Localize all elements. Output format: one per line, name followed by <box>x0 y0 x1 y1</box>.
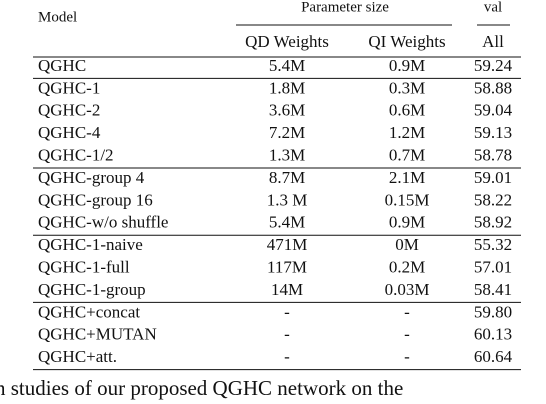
val-cell: 58.78 <box>474 146 512 165</box>
qi-cell: 0.03M <box>385 280 430 299</box>
caption: n studies of our proposed QGHC network o… <box>0 376 403 400</box>
header-qd: QD Weights <box>245 32 329 51</box>
val-cell: 59.80 <box>474 302 512 321</box>
model-cell: QGHC-1-group <box>38 280 146 299</box>
qi-cell: 0.6M <box>389 101 425 120</box>
qi-cell: 2.1M <box>389 168 425 187</box>
val-cell: 58.88 <box>474 78 512 97</box>
qd-cell: 8.7M <box>269 168 305 187</box>
qd-cell: 117M <box>267 258 307 277</box>
val-cell: 58.92 <box>474 213 512 232</box>
qi-cell: 1.2M <box>389 123 425 142</box>
model-cell: QGHC-w/o shuffle <box>38 213 168 232</box>
model-cell: QGHC-1-naive <box>38 235 143 254</box>
header-qi: QI Weights <box>368 32 445 51</box>
val-cell: 59.24 <box>474 56 513 75</box>
model-cell: QGHC-1-full <box>38 258 130 277</box>
header-param: Parameter size <box>301 0 389 15</box>
qd-cell: - <box>284 302 290 321</box>
qd-cell: 14M <box>271 280 303 299</box>
qi-cell: - <box>404 347 410 366</box>
qd-cell: 7.2M <box>269 123 305 142</box>
qd-cell: 1.3 M <box>267 190 308 209</box>
model-cell: QGHC-group 16 <box>38 190 153 209</box>
qd-cell: 1.3M <box>269 146 305 165</box>
model-cell: QGHC+concat <box>38 302 140 321</box>
model-cell: QGHC-2 <box>38 101 100 120</box>
qi-cell: 0.3M <box>389 78 425 97</box>
model-cell: QGHC-4 <box>38 123 101 142</box>
val-cell: 59.04 <box>474 101 513 120</box>
qi-cell: - <box>404 302 410 321</box>
qi-cell: 0M <box>395 235 419 254</box>
qi-cell: 0.15M <box>385 190 430 209</box>
model-cell: QGHC <box>38 56 86 75</box>
val-cell: 59.01 <box>474 168 512 187</box>
model-cell: QGHC-1 <box>38 78 100 97</box>
qd-cell: - <box>284 347 290 366</box>
qi-cell: 0.2M <box>389 258 425 277</box>
qi-cell: 0.7M <box>389 146 425 165</box>
qi-cell: 0.9M <box>389 56 425 75</box>
val-cell: 58.41 <box>474 280 512 299</box>
val-cell: 60.64 <box>474 347 513 366</box>
model-cell: QGHC+att. <box>38 347 117 366</box>
qd-cell: 3.6M <box>269 101 305 120</box>
val-cell: 58.22 <box>474 190 512 209</box>
qd-cell: 5.4M <box>269 56 305 75</box>
qi-cell: - <box>404 325 410 344</box>
header-val: val <box>484 0 502 15</box>
val-cell: 57.01 <box>474 258 512 277</box>
qd-cell: 5.4M <box>269 213 305 232</box>
header-model: Model <box>38 9 77 25</box>
model-cell: QGHC-1/2 <box>38 146 114 165</box>
qd-cell: 1.8M <box>269 78 305 97</box>
val-cell: 59.13 <box>474 123 512 142</box>
model-cell: QGHC-group 4 <box>38 168 145 187</box>
qi-cell: 0.9M <box>389 213 425 232</box>
val-cell: 60.13 <box>474 325 512 344</box>
qd-cell: - <box>284 325 290 344</box>
header-all: All <box>482 32 504 51</box>
qd-cell: 471M <box>267 235 308 254</box>
model-cell: QGHC+MUTAN <box>38 325 157 344</box>
val-cell: 55.32 <box>474 235 512 254</box>
